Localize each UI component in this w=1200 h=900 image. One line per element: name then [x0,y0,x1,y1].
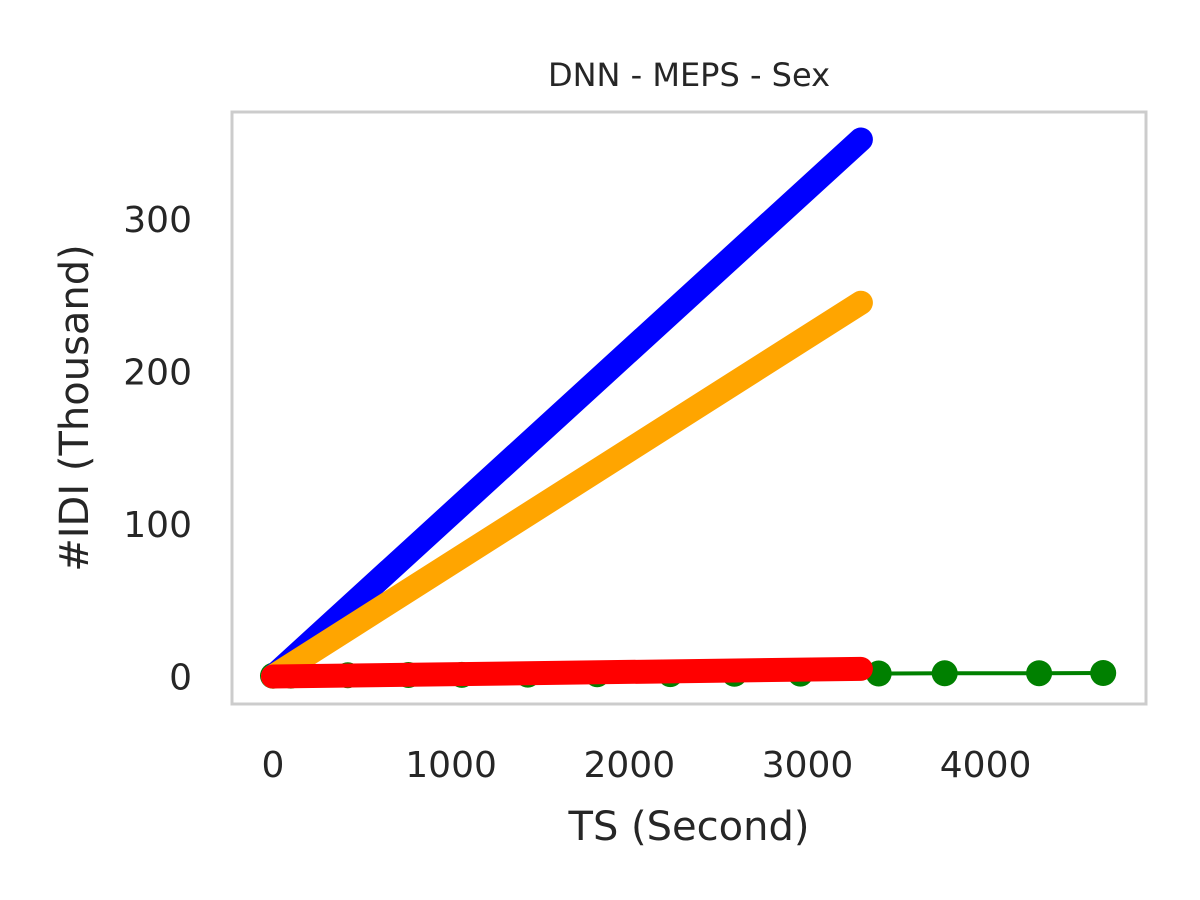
series-line [261,290,873,689]
series-line [261,127,873,689]
y-tick-label: 0 [169,658,192,699]
y-axis-label: #IDI (Thousand) [52,244,98,572]
series-3 [261,656,873,689]
y-tick-labels: 0 100 200 300 [123,200,192,699]
series-line [261,656,873,689]
data-point [1090,660,1117,686]
x-tick-label: 4000 [940,745,1032,786]
x-tick-label: 0 [262,745,285,786]
x-tick-label: 3000 [762,745,854,786]
x-tick-label: 1000 [405,745,497,786]
data-point [1026,660,1053,687]
x-tick-label: 2000 [583,745,675,786]
chart-title: DNN - MEPS - Sex [548,56,830,94]
series-layer [260,127,1117,689]
x-tick-labels: 0 1000 2000 3000 4000 [262,745,1032,786]
y-tick-label: 100 [123,505,192,546]
data-point [931,660,958,687]
y-tick-label: 300 [123,200,192,241]
series-1 [261,127,873,689]
x-axis-label: TS (Second) [568,804,810,850]
y-tick-label: 200 [123,352,192,393]
series-2 [261,290,873,689]
